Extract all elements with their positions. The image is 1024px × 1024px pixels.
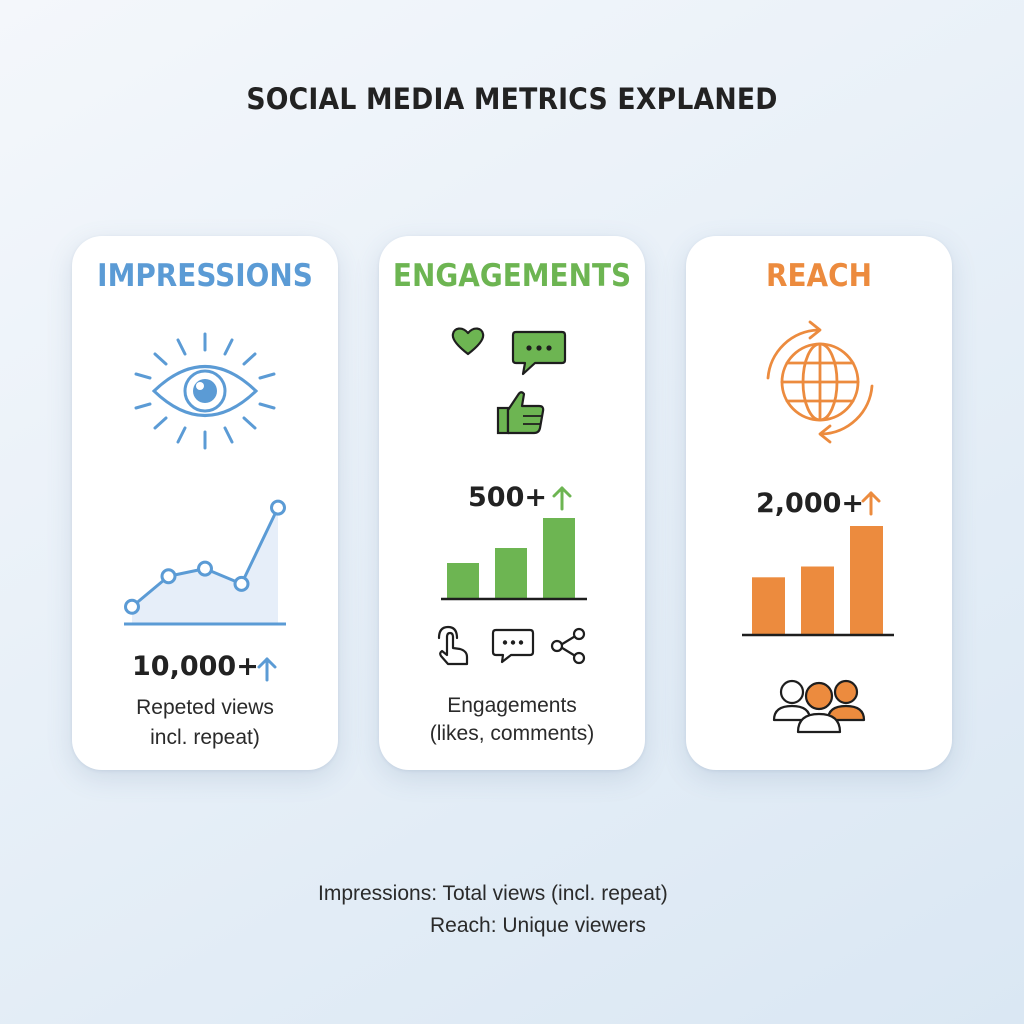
comment-icon — [491, 628, 535, 664]
bar-2 — [495, 548, 527, 598]
engagements-bar-chart — [441, 518, 587, 601]
data-point-3 — [197, 560, 213, 577]
up-arrow-icon — [257, 657, 277, 682]
page-title: SOCIAL MEDIA METRICS EXPLANED — [246, 82, 778, 116]
bar-1 — [447, 563, 479, 598]
bar-3 — [850, 526, 883, 634]
impressions-line-chart — [124, 499, 286, 626]
impressions-desc-line1: Repeted views — [136, 696, 274, 719]
up-arrow-icon — [552, 486, 572, 511]
chat-bubble-icon — [511, 330, 567, 376]
impressions-card: IMPRESSIONS 10,000+ Repeted — [72, 236, 338, 770]
data-point-5 — [270, 499, 286, 516]
reach-card: REACH 2,000+ — [686, 236, 952, 770]
engagements-card-title: ENGAGEMENTS — [392, 258, 632, 294]
people-icon — [772, 679, 866, 734]
data-point-4 — [233, 575, 250, 592]
thumbs-up-icon — [496, 391, 545, 435]
footer-line-impressions: Impressions: Total views (incl. repeat) — [318, 882, 668, 905]
eye-icon — [134, 332, 276, 450]
impressions-desc-line2: incl. repeat) — [150, 726, 260, 749]
engagements-desc-line1: Engagements — [447, 694, 577, 717]
engagements-card: ENGAGEMENTS 500+ Engagements (like — [379, 236, 645, 770]
globe-icon — [766, 320, 874, 444]
line-chart-area — [132, 507, 278, 624]
engagements-desc-line2: (likes, comments) — [429, 722, 595, 745]
bar-1 — [752, 577, 785, 634]
share-icon — [550, 627, 586, 665]
footer-line-reach: Reach: Unique viewers — [430, 914, 646, 937]
data-point-1 — [124, 598, 140, 615]
up-arrow-icon — [861, 491, 881, 516]
reach-stat: 2,000+ — [756, 488, 865, 519]
impressions-stat: 10,000+ — [132, 651, 259, 682]
heart-icon — [451, 327, 485, 356]
tap-icon — [437, 625, 469, 666]
impressions-card-title: IMPRESSIONS — [97, 258, 313, 294]
bar-2 — [801, 566, 834, 634]
engagements-stat: 500+ — [468, 482, 547, 513]
reach-bar-chart — [742, 526, 894, 637]
data-point-2 — [160, 568, 177, 585]
reach-card-title: REACH — [766, 258, 872, 294]
bar-3 — [543, 518, 575, 598]
